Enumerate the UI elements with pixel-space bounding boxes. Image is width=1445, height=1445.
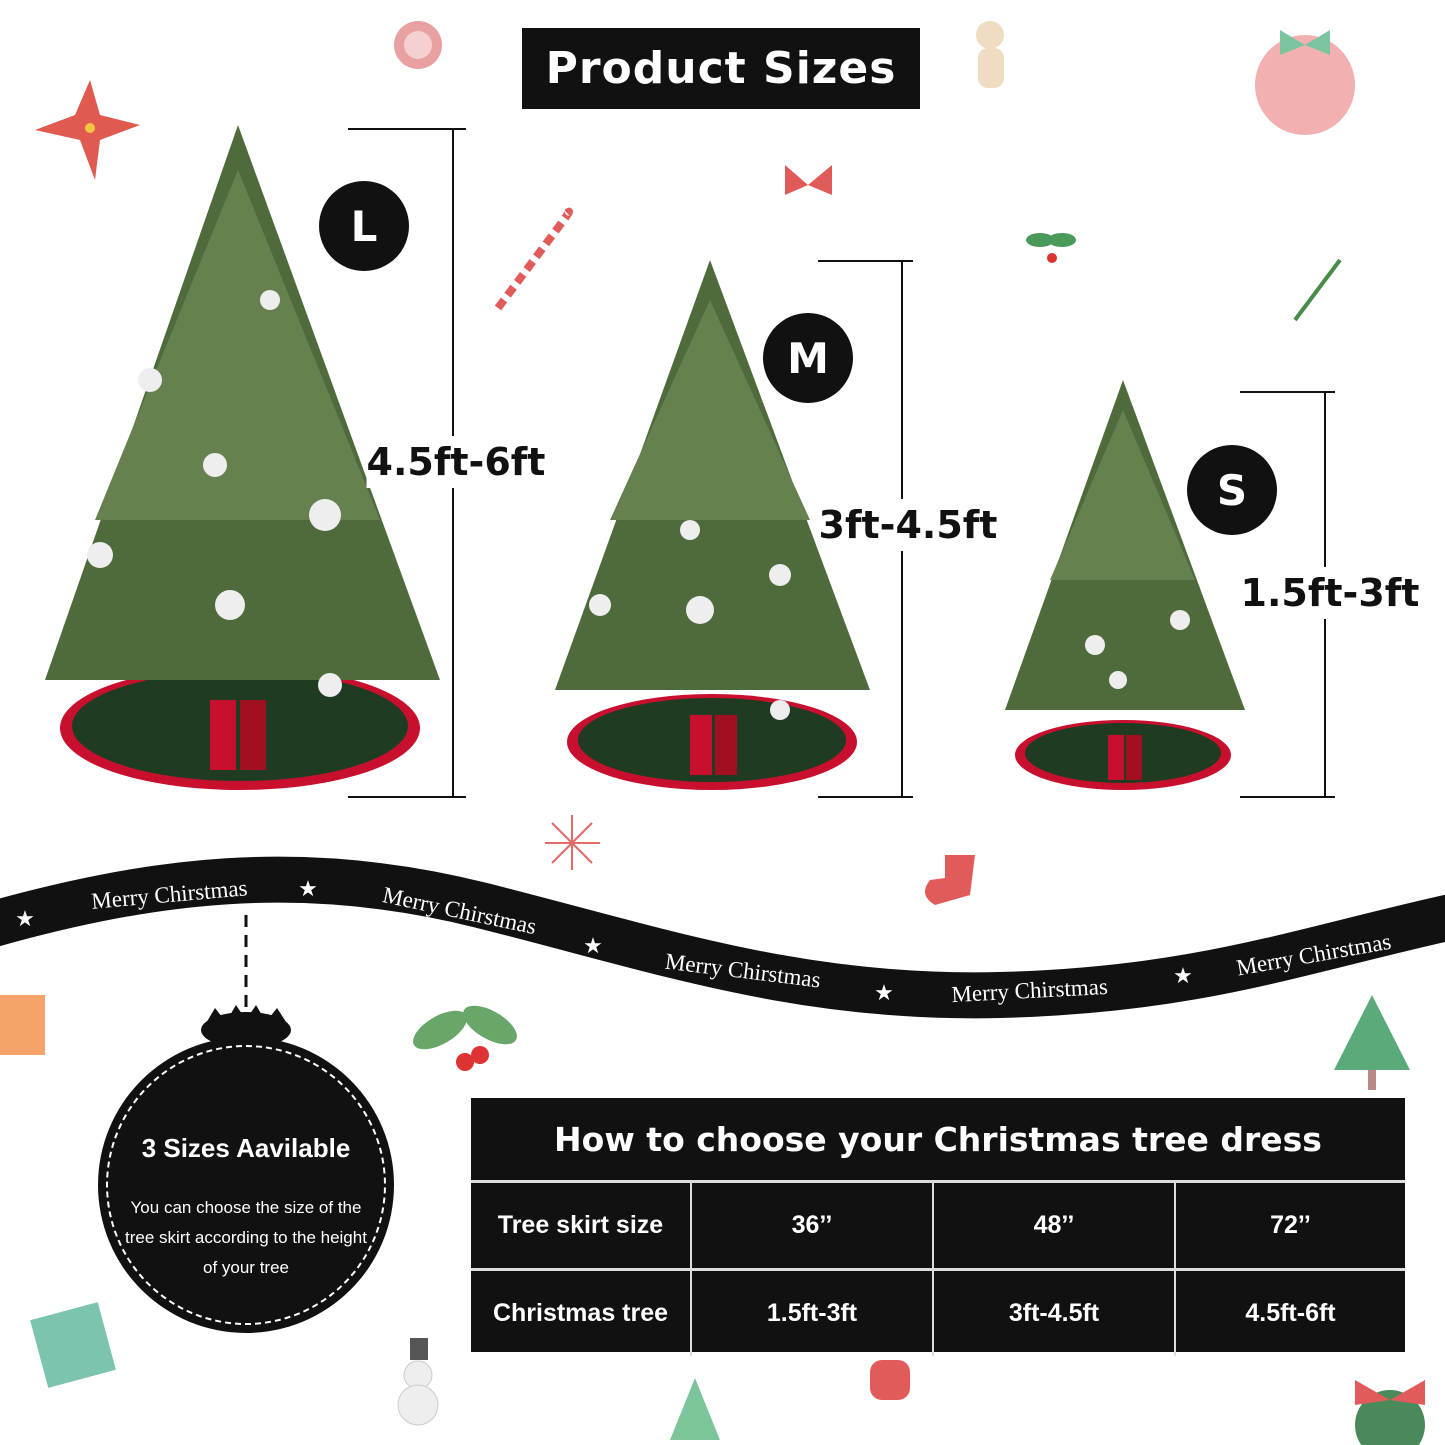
star-icon: ★ — [15, 906, 35, 931]
height-range-s: 1.5ft-3ft — [1240, 567, 1420, 619]
table-cell: 48’’ — [932, 1183, 1174, 1268]
size-badge-s: S — [1187, 445, 1277, 535]
page-title: Product Sizes — [522, 28, 920, 109]
ornament-ball-icon — [394, 21, 442, 69]
table-cell: 4.5ft-6ft — [1174, 1271, 1405, 1356]
candy-cane-icon — [494, 207, 573, 311]
small-tree-icon-2 — [670, 1378, 720, 1440]
ornament-body: You can choose the size of the tree skir… — [125, 1198, 367, 1277]
bow-icon — [785, 165, 832, 195]
snowflake-icon — [545, 815, 600, 870]
star-icon: ★ — [298, 876, 318, 901]
holly-icon — [1026, 233, 1076, 263]
size-badge-l: L — [319, 181, 409, 271]
snowman-icon — [397, 1338, 439, 1426]
mitten-icon — [870, 1360, 910, 1400]
stocking-icon — [925, 855, 975, 905]
table-row: Christmas tree 1.5ft-3ft 3ft-4.5ft 4.5ft… — [471, 1268, 1405, 1356]
table-cell: 1.5ft-3ft — [690, 1271, 932, 1356]
gift-ball-icon — [1255, 30, 1355, 135]
table-heading: How to choose your Christmas tree dress — [471, 1098, 1405, 1183]
tree-medium — [555, 260, 870, 790]
row-label: Christmas tree — [492, 1299, 669, 1327]
size-table: How to choose your Christmas tree dress … — [471, 1098, 1405, 1356]
gift-icon — [0, 995, 116, 1388]
star-icon: ★ — [874, 980, 894, 1005]
gift-bow-icon — [1355, 1380, 1425, 1445]
tree-small — [1005, 380, 1245, 790]
table-row: Tree skirt size 36’’ 48’’ 72’’ — [471, 1183, 1405, 1268]
tree-large — [45, 125, 440, 790]
table-cell: 3ft-4.5ft — [932, 1271, 1174, 1356]
star-icon: ★ — [583, 933, 603, 958]
table-cell: 36’’ — [690, 1183, 932, 1268]
sprig-icon — [1293, 258, 1342, 322]
small-tree-icon — [1334, 995, 1410, 1090]
sizes-ornament: 3 Sizes Aavilable You can choose the siz… — [98, 1037, 394, 1333]
height-range-l: 4.5ft-6ft — [366, 436, 546, 488]
star-icon: ★ — [1173, 963, 1193, 988]
gingerbread-icon — [976, 21, 1004, 88]
size-badge-m: M — [763, 313, 853, 403]
poinsettia-icon — [35, 80, 140, 180]
dashed-ring — [106, 1045, 386, 1325]
row-label: Tree skirt size — [497, 1211, 664, 1239]
ornament-title: 3 Sizes Aavilable — [141, 1133, 351, 1163]
holly-large-icon — [413, 1005, 517, 1071]
height-range-m: 3ft-4.5ft — [818, 499, 998, 551]
ribbon-banner — [0, 856, 1445, 1019]
table-cell: 72’’ — [1174, 1183, 1405, 1268]
